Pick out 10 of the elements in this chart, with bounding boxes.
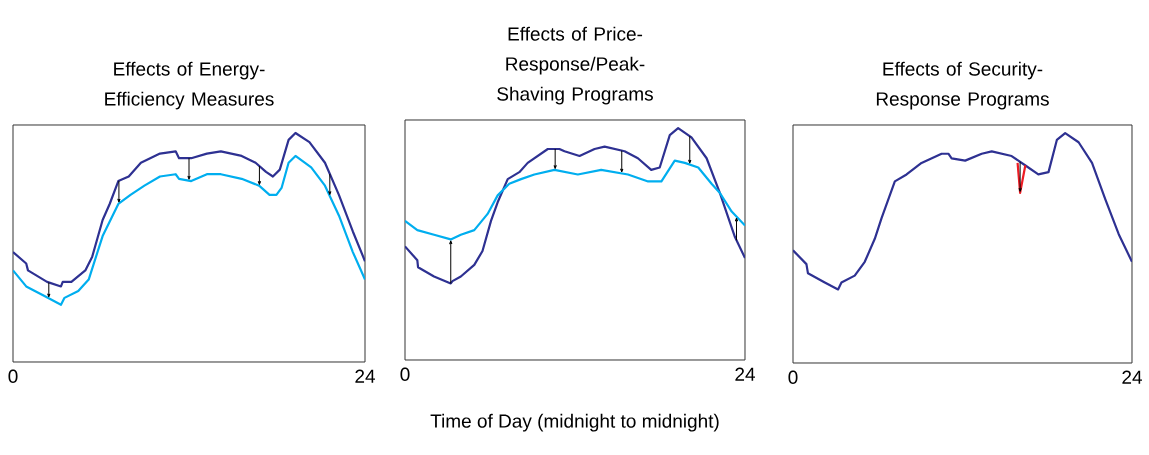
x-axis-title: Time of Day (midnight to midnight) [430, 413, 719, 432]
x-tick-label: 0 [400, 367, 410, 381]
x-tick-label: 24 [355, 369, 376, 383]
chart-title: Effects of Security-Response Programs [876, 61, 1049, 110]
x-tick-label: 0 [8, 369, 18, 383]
x-tick-label: 24 [1122, 370, 1142, 384]
x-tick-label: 24 [735, 367, 755, 381]
chart-title: Effects of Energy-Efficiency Measures [105, 61, 274, 110]
chart-title: Effects of Price-Response/Peak-Shaving Programs [497, 26, 653, 105]
x-tick-label: 0 [788, 370, 798, 384]
